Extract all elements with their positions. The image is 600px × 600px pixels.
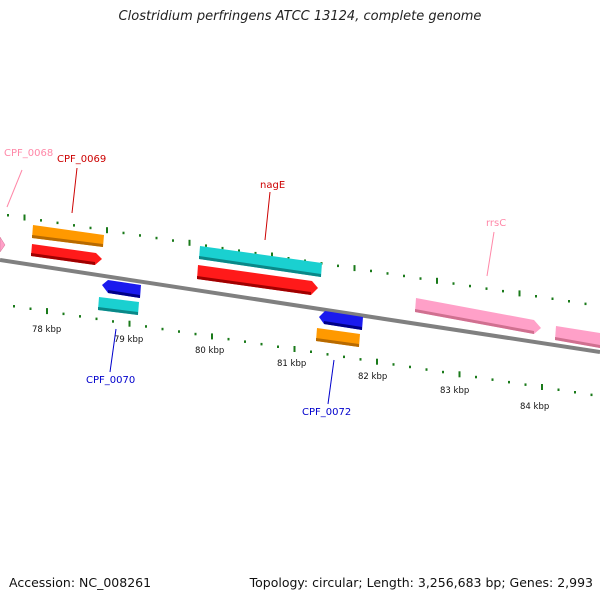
minor-tick	[254, 251, 257, 255]
major-tick	[106, 227, 108, 234]
minor-tick	[73, 224, 75, 227]
major-tick	[128, 320, 131, 327]
major-tick	[376, 358, 378, 365]
gene-arrow-nage[interactable]	[197, 265, 318, 295]
genome-backbone	[0, 258, 600, 354]
gene-box-cpf-0069-orange[interactable]	[32, 225, 104, 247]
minor-tick	[452, 282, 455, 285]
map-title: Clostridium perfringens ATCC 13124, comp…	[118, 9, 482, 24]
minor-tick	[139, 234, 141, 237]
minor-tick	[485, 287, 488, 290]
minor-tick	[244, 340, 246, 343]
minor-tick	[337, 264, 339, 268]
gene-label-nage: nagE	[260, 180, 285, 191]
minor-tick	[469, 284, 471, 288]
minor-tick	[419, 277, 422, 280]
minor-tick	[95, 317, 98, 321]
minor-tick	[403, 274, 405, 278]
minor-tick	[172, 239, 174, 242]
minor-tick	[392, 363, 395, 366]
gene-arrow-cpf-0068[interactable]	[0, 236, 6, 253]
minor-tick	[475, 375, 477, 379]
minor-tick	[574, 391, 576, 394]
minor-tick	[194, 332, 197, 336]
minor-tick	[112, 320, 114, 323]
minor-tick	[221, 246, 224, 250]
gene-label-cpf-0068: CPF_0068	[4, 148, 53, 159]
minor-tick	[227, 337, 230, 341]
minor-tick	[122, 231, 125, 235]
minor-tick	[491, 378, 494, 381]
accession-text: Accession: NC_008261	[9, 575, 152, 590]
minor-tick	[584, 302, 587, 306]
minor-tick	[155, 236, 158, 240]
gene-arrow-rrsc[interactable]	[415, 298, 541, 334]
minor-tick	[326, 353, 329, 356]
minor-tick	[370, 269, 372, 273]
tick-label-79: 79 kbp	[114, 335, 143, 345]
minor-tick	[277, 345, 279, 348]
major-tick	[541, 384, 543, 390]
minor-tick	[145, 325, 147, 328]
major-tick	[353, 265, 356, 272]
gene-box-nage-cyan[interactable]	[199, 246, 322, 277]
minor-tick	[425, 368, 428, 371]
tick-label-80: 80 kbp	[195, 346, 224, 356]
major-tick	[518, 290, 521, 297]
minor-tick	[56, 221, 59, 225]
tick-label-84: 84 kbp	[520, 402, 549, 412]
minor-tick	[238, 249, 240, 252]
tick-label-81: 81 kbp	[277, 359, 306, 369]
minor-tick	[557, 388, 560, 391]
minor-tick	[359, 358, 362, 361]
minor-tick	[524, 383, 527, 386]
major-tick	[436, 277, 438, 284]
gene-arrow-cpf-0069[interactable]	[31, 244, 102, 265]
minor-tick	[386, 272, 389, 275]
minor-tick	[590, 393, 593, 397]
minor-tick	[551, 297, 554, 300]
gene-arrow-partial-right[interactable]	[555, 326, 600, 348]
minor-tick	[89, 226, 92, 230]
inner-tick-track	[13, 305, 593, 397]
genome-info-text: Topology: circular; Length: 3,256,683 bp…	[249, 575, 593, 590]
major-tick	[23, 214, 26, 221]
minor-tick	[40, 219, 42, 222]
major-tick	[46, 308, 48, 315]
major-tick	[271, 252, 273, 259]
gene-arrow-cpf-0072[interactable]	[319, 311, 363, 330]
major-tick	[211, 333, 213, 340]
major-tick	[293, 346, 296, 352]
major-tick	[458, 371, 461, 378]
minor-tick	[13, 305, 15, 308]
minor-tick	[62, 312, 65, 316]
minor-tick	[178, 330, 180, 333]
minor-tick	[205, 244, 207, 247]
minor-tick	[7, 214, 9, 217]
minor-tick	[343, 355, 345, 359]
minor-tick	[502, 289, 504, 293]
minor-tick	[508, 380, 510, 384]
minor-tick	[161, 327, 164, 331]
minor-tick	[79, 315, 81, 318]
minor-tick	[409, 365, 411, 369]
tick-label-78: 78 kbp	[32, 325, 61, 335]
minor-tick	[310, 350, 312, 353]
outer-tick-track	[7, 214, 587, 306]
major-tick	[188, 239, 191, 246]
tick-label-83: 83 kbp	[440, 386, 469, 396]
gene-label-cpf-0072: CPF_0072	[302, 407, 351, 418]
minor-tick	[442, 370, 444, 374]
minor-tick	[29, 307, 32, 310]
gene-label-cpf-0070: CPF_0070	[86, 375, 135, 386]
gene-label-rrsc: rrsC	[486, 218, 506, 229]
gene-label-cpf-0069: CPF_0069	[57, 154, 106, 165]
minor-tick	[535, 295, 537, 298]
minor-tick	[287, 257, 290, 260]
minor-tick	[568, 300, 570, 303]
minor-tick	[260, 342, 263, 346]
tick-label-82: 82 kbp	[358, 372, 387, 382]
